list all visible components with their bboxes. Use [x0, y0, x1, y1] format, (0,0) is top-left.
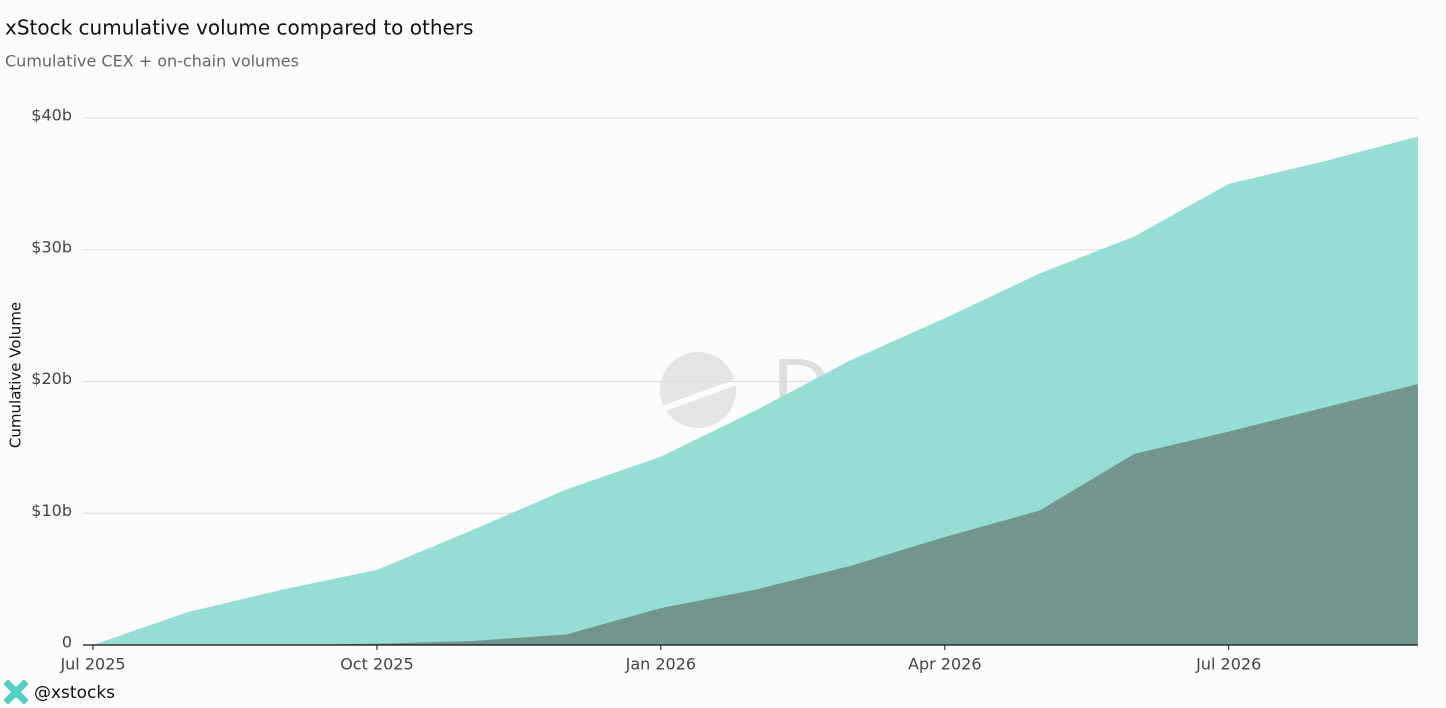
- y-axis-label: Cumulative Volume: [7, 302, 25, 448]
- x-tick-label: Jul 2026: [1195, 655, 1261, 674]
- x-tick-label: Jul 2025: [59, 655, 125, 674]
- x-tick-label: Oct 2025: [340, 655, 413, 674]
- y-tick-label: $20b: [31, 369, 72, 388]
- footer-logo: [4, 680, 28, 704]
- area: [93, 384, 1418, 645]
- y-tick-label: 0: [62, 633, 72, 652]
- watermark-logo: [658, 352, 738, 428]
- chart-title: xStock cumulative volume compared to oth…: [5, 16, 473, 40]
- y-tick-label: $30b: [31, 237, 72, 256]
- footer: @xstocks: [34, 683, 115, 703]
- x-tick-label: Apr 2026: [908, 655, 981, 674]
- chart-subtitle: Cumulative CEX + on-chain volumes: [5, 52, 299, 71]
- x-tick-label: Jan 2026: [625, 655, 696, 674]
- y-tick-label: $40b: [31, 106, 72, 125]
- y-tick-label: $10b: [31, 501, 72, 520]
